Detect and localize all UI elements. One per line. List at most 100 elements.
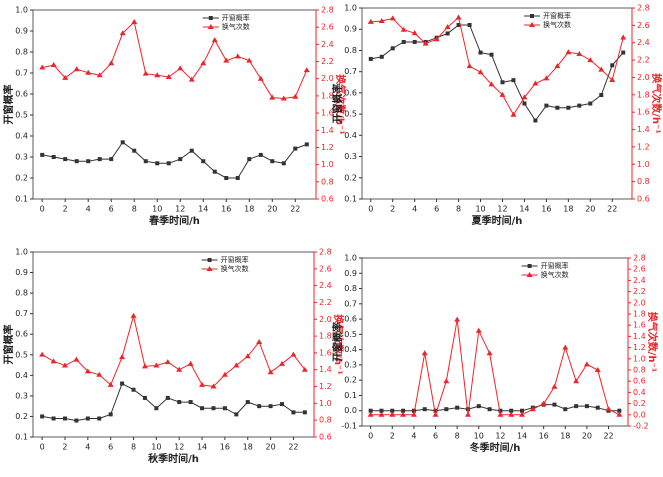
point — [246, 57, 253, 63]
point — [154, 406, 159, 411]
point — [40, 414, 45, 419]
x-tick-label: 10 — [475, 205, 485, 214]
point — [489, 52, 494, 57]
point — [621, 50, 626, 55]
series-line — [42, 382, 305, 422]
legend-marker — [527, 264, 532, 268]
y2-tick-label: 0.6 — [321, 195, 334, 204]
point — [555, 105, 560, 110]
x-tick-label: 22 — [288, 443, 298, 452]
y2-tick-label: 2.8 — [637, 4, 650, 13]
y-axis-label: 开窗概率 — [2, 325, 15, 365]
y-tick-label: 0.2 — [344, 173, 357, 182]
y-tick-label: 0.7 — [15, 69, 28, 78]
point — [464, 411, 471, 417]
y2-tick-label: 1.8 — [637, 90, 650, 99]
y-tick-label: 0.9 — [344, 25, 357, 34]
x-tick-label: 4 — [412, 205, 417, 214]
x-tick-label: 18 — [560, 432, 570, 441]
point — [565, 49, 572, 55]
point — [367, 18, 374, 24]
point — [455, 14, 462, 20]
y-tick-label: 0.8 — [15, 289, 28, 298]
point — [566, 105, 571, 110]
x-tick-label: 4 — [86, 205, 91, 214]
point — [411, 408, 416, 413]
x-tick-label: 6 — [108, 443, 113, 452]
x-tick-label: 14 — [198, 205, 208, 214]
point — [368, 56, 373, 61]
point — [164, 359, 171, 365]
point — [390, 408, 395, 413]
x-tick-label: 16 — [541, 205, 551, 214]
point — [368, 408, 373, 413]
point — [40, 152, 45, 157]
y-tick-label: 0.2 — [15, 412, 28, 421]
y2-tick-label: 1.4 — [319, 365, 332, 374]
legend-label: 换气次数 — [543, 20, 571, 29]
y2-tick-label: 1.0 — [633, 354, 646, 363]
point — [562, 344, 569, 350]
series-line — [370, 16, 624, 116]
point — [617, 408, 622, 413]
y2-axis-label: 换气次数/h⁻¹ — [646, 312, 659, 372]
point — [51, 155, 56, 159]
point — [269, 94, 276, 100]
y2-tick-label: 2.8 — [319, 248, 332, 257]
point — [177, 65, 184, 71]
point — [573, 378, 580, 384]
x-tick-label: 14 — [197, 443, 207, 452]
y2-tick-label: 0.6 — [319, 433, 332, 442]
y-tick-label: 0.2 — [15, 174, 28, 183]
point — [244, 353, 251, 359]
y-tick-label: 1.0 — [344, 4, 357, 13]
y2-tick-label: 0.4 — [633, 388, 646, 397]
point — [477, 69, 484, 75]
point — [234, 412, 239, 417]
y2-tick-label: 2.6 — [321, 23, 334, 32]
point — [411, 30, 418, 36]
point — [50, 358, 57, 364]
point — [445, 31, 450, 36]
y-tick-label: 0.8 — [344, 46, 357, 55]
x-tick-label: 2 — [390, 432, 395, 441]
y-tick-label: -0.1 — [341, 422, 357, 431]
point — [258, 152, 263, 157]
point — [108, 412, 113, 417]
x-tick-label: 6 — [109, 205, 114, 214]
x-axis-label: 夏季时间/h — [471, 214, 523, 227]
point — [574, 404, 579, 409]
point — [211, 406, 216, 411]
y2-tick-label: 2.2 — [319, 298, 332, 307]
y2-tick-label: 2.4 — [319, 281, 332, 290]
point — [141, 363, 148, 369]
y2-tick-label: 1.2 — [637, 142, 650, 151]
point — [189, 148, 194, 153]
x-tick-label: 18 — [563, 205, 573, 214]
point — [270, 159, 275, 164]
legend-marker — [529, 22, 535, 27]
point — [222, 406, 227, 411]
point — [544, 103, 549, 108]
point — [301, 366, 308, 372]
point — [73, 356, 80, 362]
y-tick-label: 0.1 — [15, 433, 28, 442]
y2-tick-label: 1.2 — [633, 343, 646, 352]
point — [422, 40, 429, 46]
point — [188, 400, 193, 405]
point — [412, 39, 417, 44]
x-tick-label: 4 — [411, 432, 416, 441]
point — [176, 366, 183, 372]
point — [142, 395, 147, 400]
point — [292, 93, 299, 99]
point — [201, 159, 206, 164]
point — [233, 362, 240, 368]
point — [455, 405, 460, 410]
series-line — [370, 319, 620, 416]
y-tick-label: 0.6 — [344, 88, 357, 97]
y-tick-label: 0.4 — [344, 131, 357, 140]
point — [153, 362, 160, 368]
point — [487, 407, 492, 412]
y2-tick-label: 2.8 — [321, 6, 334, 15]
point — [576, 51, 583, 57]
